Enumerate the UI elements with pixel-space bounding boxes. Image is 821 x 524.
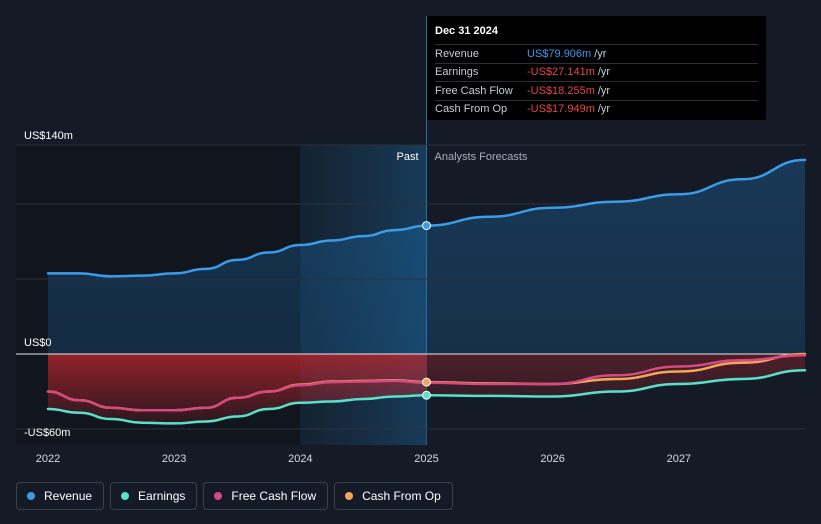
tooltip-row-value: -US$18.255m bbox=[527, 84, 595, 97]
tooltip-row-unit: /yr bbox=[597, 103, 611, 116]
tooltip-row: Revenue US$79.906m/yr bbox=[435, 44, 758, 63]
tooltip-row-unit: /yr bbox=[594, 47, 607, 60]
forecast-label: Analysts Forecasts bbox=[435, 151, 528, 163]
series-line-revenue bbox=[46, 158, 807, 278]
x-tick-label: 2023 bbox=[162, 453, 186, 465]
legend-label: Revenue bbox=[44, 489, 93, 503]
legend-item-revenue[interactable]: Revenue bbox=[16, 482, 105, 510]
x-tick-label: 2025 bbox=[414, 453, 438, 465]
chart-legend: Revenue Earnings Free Cash Flow Cash From O… bbox=[16, 482, 453, 510]
past-label: Past bbox=[396, 151, 418, 163]
revenue-area bbox=[48, 159, 805, 354]
tooltip-row: Free Cash Flow -US$18.255m/yr bbox=[435, 81, 758, 100]
legend-dot-icon bbox=[27, 492, 35, 500]
forecast-area-shade bbox=[426, 354, 805, 444]
tooltip-row-value: -US$27.141m bbox=[527, 66, 595, 79]
x-tick-label: 2022 bbox=[36, 453, 60, 465]
tooltip-row-name: Cash From Op bbox=[435, 103, 508, 116]
series-line-earnings bbox=[46, 369, 807, 425]
legend-dot-icon bbox=[214, 492, 223, 500]
tooltip-date: Dec 31 2024 bbox=[435, 25, 498, 37]
y-label-top: US$140m bbox=[24, 130, 73, 142]
tooltip-row-unit: /yr bbox=[597, 84, 611, 97]
tooltip-row-name: Revenue bbox=[435, 47, 480, 60]
x-tick-label: 2027 bbox=[667, 453, 691, 465]
tooltip-row-value: US$79.906m bbox=[527, 47, 592, 60]
tooltip-row: Cash From Op -US$17.949m/yr bbox=[435, 99, 758, 119]
marker-earnings bbox=[422, 390, 431, 400]
legend-item-cash-from-op[interactable]: Cash From Op bbox=[334, 482, 453, 510]
y-label-bottom: -US$60m bbox=[24, 427, 70, 439]
tooltip-row-unit: /yr bbox=[597, 66, 611, 79]
tooltip-row-value: -US$17.949m bbox=[527, 103, 595, 116]
legend-dot-icon bbox=[121, 492, 130, 500]
marker-revenue bbox=[422, 221, 431, 231]
marker-cash-from-op bbox=[422, 377, 431, 387]
y-label-zero: US$0 bbox=[24, 337, 52, 349]
legend-label: Free Cash Flow bbox=[231, 489, 317, 503]
tooltip-row-name: Earnings bbox=[435, 66, 479, 79]
legend-label: Cash From Op bbox=[362, 489, 441, 503]
hover-tooltip: Dec 31 2024 Revenue US$79.906m/yr Earnings… bbox=[427, 16, 766, 120]
legend-item-earnings[interactable]: Earnings bbox=[110, 482, 198, 510]
legend-item-free-cash-flow[interactable]: Free Cash Flow bbox=[203, 482, 329, 510]
legend-dot-icon bbox=[345, 492, 354, 500]
x-tick-label: 2026 bbox=[540, 453, 564, 465]
series-line-free-cash-flow bbox=[46, 354, 807, 412]
tooltip-row-name: Free Cash Flow bbox=[435, 84, 513, 97]
x-tick-label: 2024 bbox=[288, 453, 312, 465]
legend-label: Earnings bbox=[138, 489, 186, 503]
tooltip-row: Earnings -US$27.141m/yr bbox=[435, 62, 758, 82]
